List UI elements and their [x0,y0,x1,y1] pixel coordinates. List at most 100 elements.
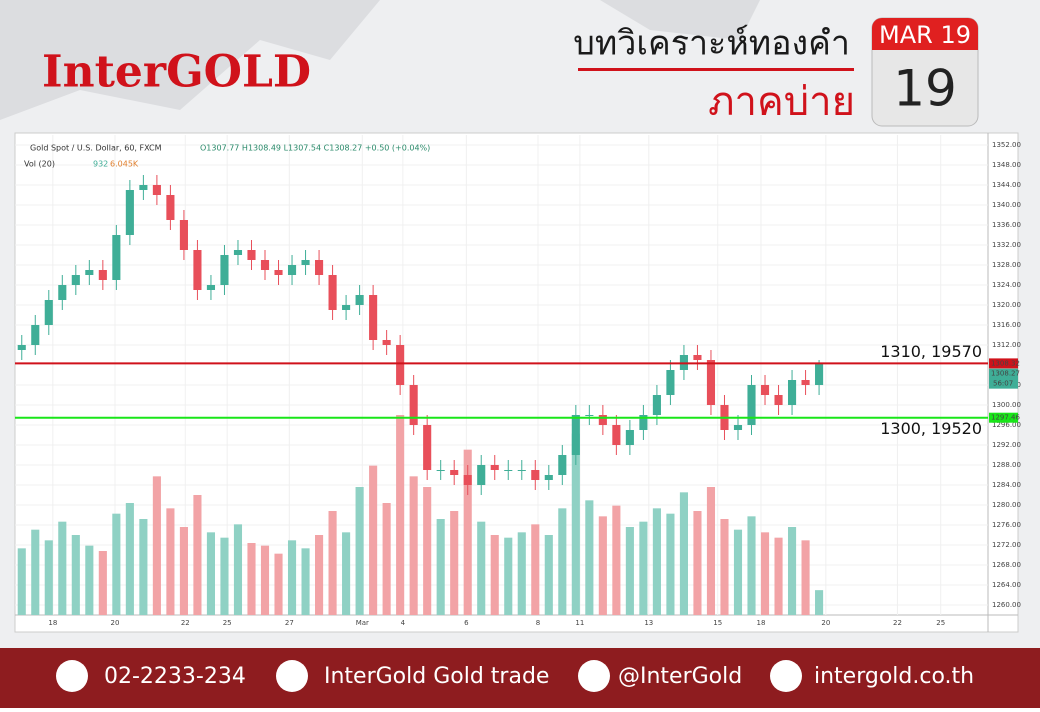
candle-body [625,430,634,445]
line-icon [578,660,610,692]
volume-bar [423,487,432,615]
volume-bar [355,487,364,615]
candle-body [733,425,743,430]
logo: InterGOLD [42,47,311,98]
volume-bar [571,433,580,615]
y-tick-label: 1272.00 [992,541,1021,549]
candle-body [98,270,107,280]
volume-bar [585,500,594,615]
facebook: InterGold Gold trade [324,664,549,689]
y-tick-label: 1268.00 [992,561,1021,569]
y-tick-label: 1312.00 [992,341,1021,349]
y-tick-label: 1288.00 [992,461,1021,469]
volume-bar [315,535,324,615]
volume-bar [774,537,783,615]
candle-body [17,345,26,350]
volume-bar [815,590,824,615]
volume-bar [666,513,675,615]
level-tag [989,412,1018,423]
x-tick-label: 11 [575,619,584,627]
volume-bar [801,540,810,615]
volume-bar [301,548,310,615]
volume-bar [720,519,729,615]
x-tick-label: 25 [936,619,945,627]
candle-body [260,260,270,270]
volume-bar [274,553,283,615]
calendar-top [872,18,978,50]
volume-bar [260,545,270,615]
candle-body [544,475,553,480]
y-tick-label: 1344.00 [992,181,1021,189]
subtitle: ภาคบ่าย [708,79,855,125]
volume-bar [706,487,716,615]
underline [578,68,854,71]
candle-body [287,265,297,275]
x-tick-label: 6 [464,619,469,627]
y-tick-label: 1352.00 [992,141,1021,149]
phone: 02-2233-234 [104,664,246,689]
x-tick-label: 22 [181,619,190,627]
candle-body [652,395,661,415]
y-tick-label: 1332.00 [992,241,1021,249]
x-tick-label: 20 [821,619,830,627]
x-tick-label: 22 [893,619,902,627]
y-tick-label: 1276.00 [992,521,1021,529]
volume-bar [598,516,607,615]
candle-body [409,385,418,425]
volume-bar [139,519,148,615]
candle-body [558,455,567,475]
candle-body [166,195,175,220]
level-tag-label: 1297.46 [991,414,1020,422]
x-tick-label: 20 [111,619,120,627]
candle-body [774,395,783,405]
candle-body [71,275,80,285]
price-tag [989,368,1018,389]
volume-bar [85,545,94,615]
volume-bar [787,527,797,615]
candle-body [706,360,716,405]
x-tick-label: 13 [644,619,653,627]
volume-bar [382,503,391,615]
volume-bar [98,551,107,615]
candle-body [369,295,378,340]
y-tick-label: 1320.00 [992,301,1021,309]
x-tick-label: 18 [757,619,766,627]
candle-body [220,255,229,285]
candle-body [233,250,243,255]
candle-body [112,235,121,280]
volume-bar [179,527,188,615]
candle-body [315,260,324,275]
y-tick-label: 1264.00 [992,581,1021,589]
y-tick-label: 1292.00 [992,441,1021,449]
volume-bar [247,543,256,615]
volume-bar [287,540,297,615]
volume-bar [679,492,688,615]
volume-bar [342,532,351,615]
volume-bar [233,524,243,615]
candle-body [436,470,445,471]
x-tick-label: 4 [401,619,406,627]
candle-body [571,415,580,455]
volume-bar [504,537,513,615]
candle-body [612,425,621,445]
candle-body [639,415,648,430]
candle-body [693,355,702,360]
volume-bar [112,513,121,615]
symbol: Gold Spot / U.S. Dollar, 60, FXCM [30,144,162,153]
candle-body [355,295,364,305]
calendar-month: MAR 19 [879,21,971,49]
candle-body [193,250,202,290]
title: บทวิเคราะห์ทองคำ [573,24,850,64]
volume-bar [369,465,378,615]
volume-bar [409,476,418,615]
facebook-icon [276,660,308,692]
candle-body [747,385,756,425]
volume-bar [693,511,702,615]
y-tick-label: 1324.00 [992,281,1021,289]
level-annotation: 1310, 19570 [880,342,982,361]
volume-bar [31,529,40,615]
candle-body [301,260,310,265]
phone-icon [56,660,88,692]
volume-bar [17,548,26,615]
candle-body [450,470,459,475]
